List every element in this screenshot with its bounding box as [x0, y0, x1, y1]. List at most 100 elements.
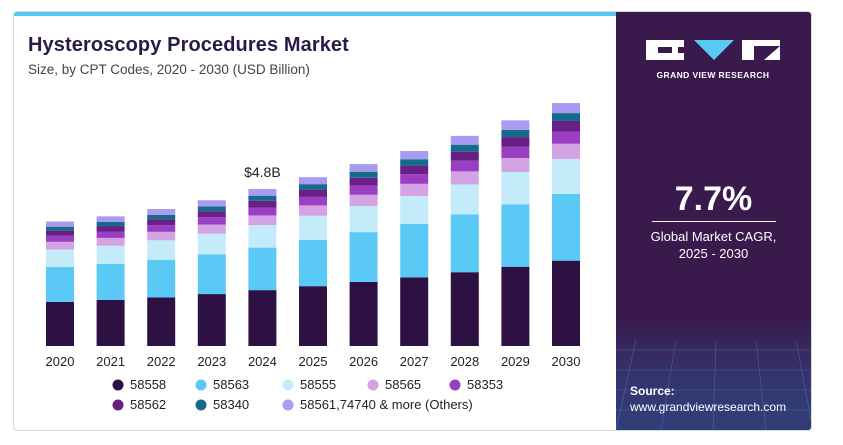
- bar-segment-2021-3[interactable]: [96, 237, 125, 246]
- bar-segment-2029-1[interactable]: [501, 204, 530, 267]
- bar-segment-2020-7[interactable]: [46, 221, 74, 227]
- bar-segment-2022-3[interactable]: [147, 231, 176, 241]
- bar-segment-2024-6[interactable]: [248, 195, 277, 201]
- bar-segment-2023-5[interactable]: [197, 211, 226, 218]
- bar-segment-2023-2[interactable]: [197, 233, 226, 255]
- bar-segment-2025-4[interactable]: [299, 196, 327, 206]
- bar-segment-2028-5[interactable]: [450, 151, 479, 161]
- bar-segment-2027-6[interactable]: [400, 159, 429, 166]
- bar-segment-2020-0[interactable]: [46, 301, 74, 346]
- bar-segment-2028-4[interactable]: [450, 160, 479, 172]
- bar-segment-2023-0[interactable]: [197, 294, 226, 346]
- bar-segment-2026-1[interactable]: [349, 232, 378, 282]
- bar-segment-2023-6[interactable]: [197, 206, 226, 212]
- bar-segment-2026-7[interactable]: [349, 164, 378, 172]
- bar-segment-2022-7[interactable]: [147, 209, 176, 215]
- bar-segment-2020-4[interactable]: [46, 235, 74, 242]
- stacked-bar-chart: 2020 2021 2022 2023 2024 2025 2026 2027 2028 2029…: [46, 103, 580, 412]
- bar-segment-2024-7[interactable]: [248, 189, 277, 196]
- bar-segment-2020-3[interactable]: [46, 241, 74, 250]
- bar-segment-2020-6[interactable]: [46, 226, 74, 231]
- bar-segment-2020-2[interactable]: [46, 249, 74, 268]
- cagr-divider: [652, 221, 776, 222]
- bar-segment-2028-3[interactable]: [450, 171, 479, 185]
- bar-segment-2026-0[interactable]: [349, 281, 378, 346]
- bar-segment-2027-1[interactable]: [400, 223, 429, 278]
- bar-segment-2029-3[interactable]: [501, 158, 530, 173]
- bar-segment-2021-4[interactable]: [96, 231, 125, 238]
- bar-segment-2028-0[interactable]: [450, 272, 479, 346]
- bar-segment-2029-2[interactable]: [501, 172, 530, 205]
- bar-segment-2030-6[interactable]: [552, 113, 580, 121]
- bar-segment-2027-4[interactable]: [400, 174, 429, 184]
- bar-segment-2020-5[interactable]: [46, 230, 74, 236]
- bar-segment-2027-0[interactable]: [400, 277, 429, 346]
- source-url[interactable]: www.grandviewresearch.com: [630, 400, 787, 414]
- bar-segment-2021-1[interactable]: [96, 264, 125, 300]
- bar-segment-2029-5[interactable]: [501, 137, 530, 147]
- bar-segment-2029-4[interactable]: [501, 146, 530, 159]
- bar-segment-2022-0[interactable]: [147, 297, 176, 346]
- legend-swatch: [195, 399, 207, 411]
- bar-segment-2024-2[interactable]: [248, 225, 277, 248]
- bar-segment-2025-3[interactable]: [299, 205, 327, 216]
- bar-segment-2027-7[interactable]: [400, 151, 429, 160]
- bar-segment-2028-2[interactable]: [450, 184, 479, 215]
- bar-segment-2028-7[interactable]: [450, 135, 479, 145]
- bar-segment-2022-5[interactable]: [147, 219, 176, 226]
- bar-segment-2027-5[interactable]: [400, 165, 429, 175]
- bar-segment-2022-4[interactable]: [147, 225, 176, 232]
- bar-segment-2025-5[interactable]: [299, 189, 327, 197]
- bar-segment-2026-6[interactable]: [349, 171, 378, 178]
- bar-segment-2030-5[interactable]: [552, 120, 580, 132]
- bar-segment-2029-0[interactable]: [501, 266, 530, 346]
- bar-segment-2030-7[interactable]: [552, 103, 580, 114]
- bar-segment-2030-0[interactable]: [552, 260, 580, 346]
- bar-segment-2023-1[interactable]: [197, 254, 226, 295]
- bar-segment-2024-4[interactable]: [248, 207, 277, 216]
- grand-view-research-logo: GRAND VIEW RESEARCH: [638, 36, 788, 86]
- bar-segment-2028-1[interactable]: [450, 214, 479, 273]
- bar-segment-2030-4[interactable]: [552, 131, 580, 144]
- bar-segment-2024-1[interactable]: [248, 247, 277, 291]
- bar-segment-2025-6[interactable]: [299, 184, 327, 190]
- bar-segment-2025-1[interactable]: [299, 240, 327, 287]
- bar-segment-2028-6[interactable]: [450, 144, 479, 152]
- x-tick-label: 2025: [299, 354, 328, 369]
- bar-segment-2021-0[interactable]: [96, 299, 125, 346]
- bar-segment-2030-2[interactable]: [552, 158, 580, 194]
- bar-segment-2021-7[interactable]: [96, 216, 125, 222]
- bar-segment-2024-3[interactable]: [248, 215, 277, 226]
- bar-segment-2021-5[interactable]: [96, 226, 125, 232]
- bar-segment-2023-3[interactable]: [197, 224, 226, 234]
- x-tick-label: 2026: [349, 354, 378, 369]
- bar-segment-2030-1[interactable]: [552, 193, 580, 261]
- bar-segment-2026-2[interactable]: [349, 206, 378, 233]
- bar-segment-2026-4[interactable]: [349, 185, 378, 195]
- legend-swatch: [112, 399, 124, 411]
- bar-segment-2020-1[interactable]: [46, 267, 74, 302]
- legend-label: 58562: [130, 397, 166, 412]
- bar-segment-2029-6[interactable]: [501, 129, 530, 138]
- bar-segment-2022-6[interactable]: [147, 214, 176, 220]
- bar-segment-2025-0[interactable]: [299, 286, 327, 346]
- chart-panel: Hysteroscopy Procedures Market Size, by …: [14, 12, 616, 430]
- bar-segment-2024-0[interactable]: [248, 290, 277, 346]
- bar-segment-2026-5[interactable]: [349, 177, 378, 186]
- bar-segment-2025-7[interactable]: [299, 177, 327, 185]
- bar-segment-2027-3[interactable]: [400, 183, 429, 196]
- legend-label: 58353: [467, 377, 503, 392]
- bar-segment-2029-7[interactable]: [501, 120, 530, 130]
- bar-segment-2025-2[interactable]: [299, 215, 327, 241]
- bar-segment-2024-5[interactable]: [248, 200, 277, 208]
- bar-segment-2027-2[interactable]: [400, 195, 429, 224]
- bar-segment-2022-1[interactable]: [147, 259, 176, 298]
- bar-segment-2023-4[interactable]: [197, 217, 226, 225]
- bar-segment-2023-7[interactable]: [197, 200, 226, 207]
- chart-card: Hysteroscopy Procedures Market Size, by …: [13, 11, 812, 431]
- bar-segment-2030-3[interactable]: [552, 143, 580, 159]
- bar-segment-2021-6[interactable]: [96, 221, 125, 227]
- bar-segment-2022-2[interactable]: [147, 240, 176, 260]
- bar-segment-2021-2[interactable]: [96, 245, 125, 265]
- bar-segment-2026-3[interactable]: [349, 194, 378, 207]
